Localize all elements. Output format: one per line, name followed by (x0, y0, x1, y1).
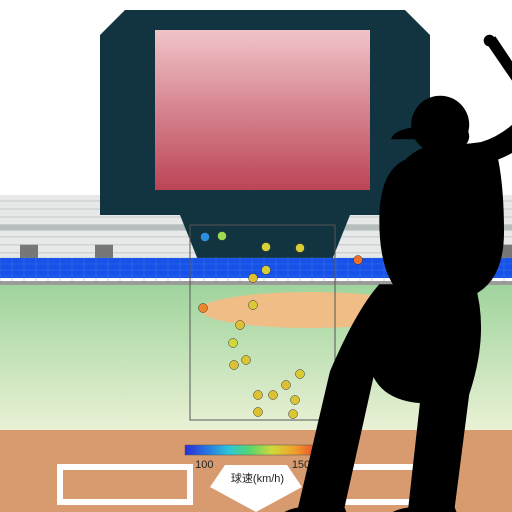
pitch-marker (354, 256, 363, 265)
pitch-marker (249, 301, 258, 310)
pitch-marker (296, 244, 305, 253)
pitch-marker (262, 266, 271, 275)
colorbar-tick: 100 (195, 459, 213, 471)
pitch-marker (254, 391, 263, 400)
pitch-marker (236, 321, 245, 330)
pitch-marker (199, 304, 208, 313)
pitch-marker (282, 381, 291, 390)
pitch-marker (201, 233, 210, 242)
pitch-marker (218, 232, 227, 241)
pitch-marker (254, 408, 263, 417)
pitch-location-chart: 100150球速(km/h) (0, 0, 512, 512)
pitch-marker (249, 274, 258, 283)
pitch-marker (230, 361, 239, 370)
pitch-marker (242, 356, 251, 365)
pitch-marker (229, 339, 238, 348)
colorbar-label: 球速(km/h) (231, 471, 284, 485)
pitch-marker (289, 410, 298, 419)
colorbar-rect (185, 445, 330, 455)
pitch-marker (262, 243, 271, 252)
pitch-marker (269, 391, 278, 400)
pitch-marker (291, 396, 300, 405)
pitch-marker (296, 370, 305, 379)
